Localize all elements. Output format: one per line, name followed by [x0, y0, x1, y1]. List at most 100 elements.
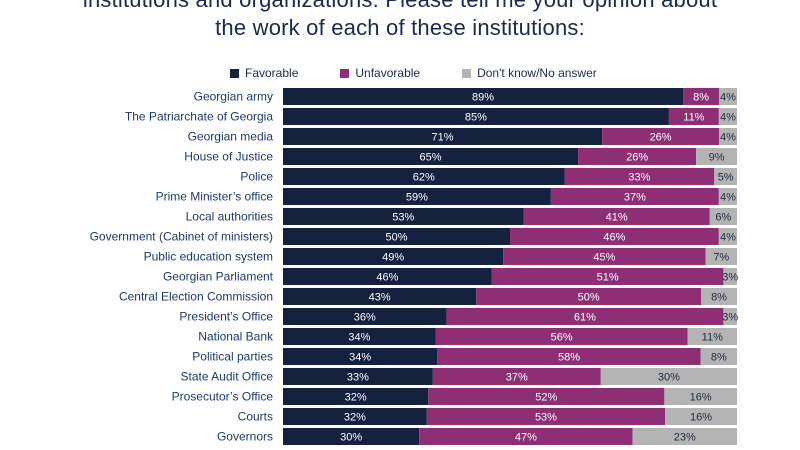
- bar-segment-dont-know: [719, 128, 737, 145]
- bar-row: Georgian army 89% 8% 4%: [194, 88, 737, 105]
- data-label-unfavorable: 37%: [624, 192, 646, 204]
- bar-row: Governors 30% 47% 23%: [217, 428, 737, 445]
- bar-segment-unfavorable: [578, 148, 697, 165]
- bar-segment-unfavorable: [602, 128, 720, 145]
- bar-segment-dont-know: [664, 388, 737, 405]
- bar-segment-unfavorable: [550, 188, 719, 205]
- category-label: Central Election Commission: [119, 290, 273, 304]
- data-label-unfavorable: 8%: [693, 92, 709, 104]
- category-label: Political parties: [192, 350, 273, 364]
- category-label: President’s Office: [179, 310, 273, 324]
- data-label-dont-know: 3%: [722, 312, 738, 324]
- bar-segment-favorable: [283, 368, 433, 385]
- legend-label-dont-know: Don't know/No answer: [477, 66, 597, 80]
- bar-segment-unfavorable: [476, 288, 702, 305]
- bar-segment-unfavorable: [432, 368, 601, 385]
- bar-row: Political parties 34% 58% 8%: [192, 348, 737, 365]
- category-label: The Patriarchate of Georgia: [125, 110, 273, 124]
- bar-segment-favorable: [283, 148, 579, 165]
- data-label-unfavorable: 47%: [515, 432, 537, 444]
- bar-segment-unfavorable: [564, 168, 715, 185]
- data-label-favorable: 34%: [348, 332, 370, 344]
- bar-segment-dont-know: [600, 368, 737, 385]
- category-label: National Bank: [198, 330, 274, 344]
- bar-segment-dont-know: [632, 428, 737, 445]
- bar-segment-dont-know: [718, 228, 737, 245]
- bar-row: The Patriarchate of Georgia 85% 11% 4%: [125, 108, 737, 125]
- bar-segment-favorable: [283, 128, 603, 145]
- data-label-favorable: 62%: [413, 172, 435, 184]
- data-label-dont-know: 30%: [658, 372, 680, 384]
- data-label-dont-know: 4%: [720, 232, 736, 244]
- bar-segment-unfavorable: [428, 388, 665, 405]
- bar-segment-unfavorable: [419, 428, 633, 445]
- bar-segment-favorable: [283, 228, 510, 245]
- bar-segment-dont-know: [709, 208, 737, 225]
- data-label-unfavorable: 33%: [628, 172, 650, 184]
- bar-segment-favorable: [283, 328, 436, 345]
- bar-segment-favorable: [283, 348, 438, 365]
- data-label-dont-know: 16%: [690, 412, 712, 424]
- bar-segment-favorable: [283, 268, 492, 285]
- bar-row: Government (Cabinet of ministers) 50% 46% 4…: [90, 228, 737, 245]
- bar-segment-unfavorable: [437, 348, 701, 365]
- data-label-dont-know: 7%: [713, 252, 729, 264]
- data-label-dont-know: 5%: [718, 172, 734, 184]
- bar-segment-dont-know: [719, 88, 737, 105]
- data-label-favorable: 43%: [369, 292, 391, 304]
- data-label-dont-know: 23%: [674, 432, 696, 444]
- bar-segment-unfavorable: [510, 228, 719, 245]
- data-label-unfavorable: 56%: [551, 332, 573, 344]
- title-line-2: the work of each of these institutions:: [215, 15, 585, 40]
- data-label-dont-know: 4%: [720, 132, 736, 144]
- bar-segment-unfavorable: [668, 108, 719, 125]
- data-label-unfavorable: 52%: [535, 392, 557, 404]
- legend-item-unfavorable: Unfavorable: [340, 66, 420, 80]
- data-label-unfavorable: 37%: [506, 372, 528, 384]
- bar-row: Prosecutor’s Office 32% 52% 16%: [172, 388, 737, 405]
- data-label-dont-know: 6%: [715, 212, 731, 224]
- category-label: House of Justice: [184, 150, 273, 164]
- title-line-1: institutions and organizations. Please t…: [0, 0, 800, 14]
- category-label: Police: [240, 170, 273, 184]
- data-label-favorable: 36%: [354, 312, 376, 324]
- bar-row: Police 62% 33% 5%: [240, 168, 737, 185]
- bar-row: State Audit Office 33% 37% 30%: [180, 368, 737, 385]
- bar-segment-favorable: [283, 248, 504, 265]
- bar-segment-unfavorable: [491, 268, 724, 285]
- category-label: Public education system: [144, 250, 273, 264]
- bar-segment-favorable: [283, 308, 447, 325]
- category-label: Courts: [238, 410, 273, 424]
- bar-segment-favorable: [283, 108, 669, 125]
- category-label: State Audit Office: [180, 370, 273, 384]
- data-label-favorable: 85%: [465, 112, 487, 124]
- bar-segment-favorable: [283, 188, 551, 205]
- data-label-favorable: 53%: [392, 212, 414, 224]
- bar-segment-unfavorable: [435, 328, 688, 345]
- bar-row: National Bank 34% 56% 11%: [198, 328, 737, 345]
- bar-row: President’s Office 36% 61% 3%: [179, 308, 738, 325]
- data-label-unfavorable: 53%: [535, 412, 557, 424]
- data-label-favorable: 32%: [345, 392, 367, 404]
- legend-swatch-favorable: [230, 68, 239, 78]
- category-label: Local authorities: [186, 210, 273, 224]
- bar-segment-unfavorable: [426, 408, 666, 425]
- bar-segment-dont-know: [723, 268, 737, 285]
- data-label-dont-know: 11%: [702, 332, 723, 344]
- data-label-dont-know: 4%: [720, 112, 736, 124]
- bar-segment-dont-know: [687, 328, 737, 345]
- data-label-favorable: 49%: [382, 252, 404, 264]
- data-label-favorable: 34%: [349, 352, 371, 364]
- bar-segment-unfavorable: [503, 248, 706, 265]
- data-label-dont-know: 8%: [711, 292, 727, 304]
- bar-row: Prime Minister’s office 59% 37% 4%: [156, 188, 737, 205]
- data-label-unfavorable: 45%: [593, 252, 615, 264]
- category-label: Prime Minister’s office: [156, 190, 274, 204]
- bar-segment-favorable: [283, 168, 565, 185]
- category-label: Government (Cabinet of ministers): [90, 230, 273, 244]
- bar-segment-favorable: [283, 428, 420, 445]
- data-label-favorable: 32%: [344, 412, 366, 424]
- data-label-unfavorable: 51%: [597, 272, 619, 284]
- bar-row: Georgian Parliament 46% 51% 3%: [163, 268, 738, 285]
